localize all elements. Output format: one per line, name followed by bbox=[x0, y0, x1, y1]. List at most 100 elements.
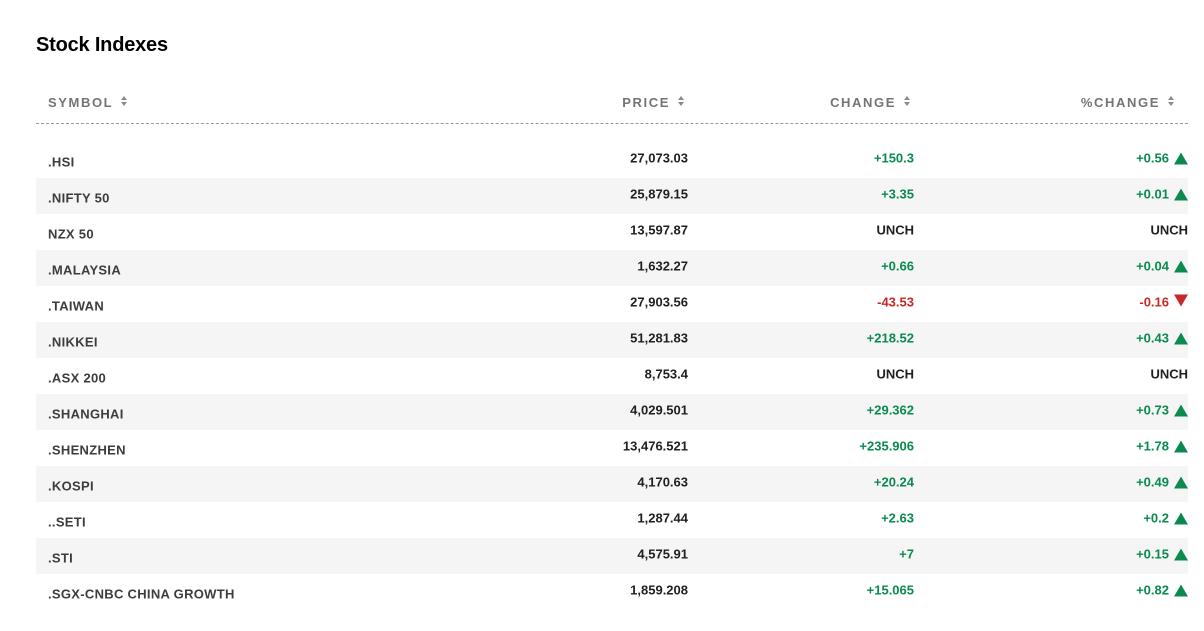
price-value: 4,170.63 bbox=[637, 474, 688, 490]
column-header-label: SYMBOL bbox=[48, 95, 114, 110]
pct-change-value: +0.15 bbox=[1136, 546, 1169, 562]
symbol-link[interactable]: .KOSPI bbox=[48, 478, 94, 494]
price-value: 27,073.03 bbox=[630, 150, 688, 166]
sort-icon bbox=[121, 95, 128, 108]
symbol-link[interactable]: .NIKKEI bbox=[48, 334, 98, 350]
price-value: 13,476.521 bbox=[622, 438, 688, 454]
pct-change-value: +0.04 bbox=[1136, 258, 1169, 274]
pct-change-value: +0.56 bbox=[1136, 150, 1169, 166]
symbol-link[interactable]: ..SETI bbox=[48, 514, 86, 530]
price-value: 1,859.208 bbox=[630, 582, 688, 598]
arrow-down-icon bbox=[1174, 294, 1188, 308]
arrow-up-icon bbox=[1174, 404, 1188, 417]
pct-change-cell: +0.82 bbox=[1136, 583, 1188, 598]
change-value: +235.906 bbox=[859, 438, 914, 454]
sort-icon bbox=[904, 95, 910, 108]
table-row: .ASX 200 8,753.4 UNCH UNCH bbox=[36, 358, 1188, 394]
pct-change-value: UNCH bbox=[1150, 366, 1188, 382]
change-value: +2.63 bbox=[881, 510, 914, 526]
arrow-up-icon bbox=[1174, 440, 1188, 453]
sort-icon bbox=[678, 95, 684, 108]
pct-change-cell: +0.73 bbox=[1136, 403, 1188, 418]
price-value: 51,281.83 bbox=[630, 330, 688, 346]
table-row: .KOSPI 4,170.63 +20.24 +0.49 bbox=[36, 466, 1188, 502]
change-value: +218.52 bbox=[866, 330, 914, 346]
table-header: SYMBOL PRICE CHANGE %CHANGE bbox=[36, 86, 1188, 124]
change-value: +3.35 bbox=[881, 186, 914, 202]
column-header-label: PRICE bbox=[622, 95, 670, 110]
pct-change-value: +0.01 bbox=[1136, 186, 1169, 202]
pct-change-value: +0.82 bbox=[1136, 582, 1169, 598]
arrow-up-icon bbox=[1174, 152, 1188, 165]
change-value: +0.66 bbox=[881, 258, 914, 274]
pct-change-cell: +0.04 bbox=[1136, 259, 1188, 274]
table-row: .MALAYSIA 1,632.27 +0.66 +0.04 bbox=[36, 250, 1188, 286]
arrow-up-icon bbox=[1174, 548, 1188, 561]
price-value: 8,753.4 bbox=[644, 366, 688, 382]
pct-change-value: +0.49 bbox=[1136, 474, 1169, 490]
table-row: ..SETI 1,287.44 +2.63 +0.2 bbox=[36, 502, 1188, 538]
pct-change-cell: +0.2 bbox=[1143, 511, 1188, 526]
table-row: .NIKKEI 51,281.83 +218.52 +0.43 bbox=[36, 322, 1188, 358]
price-value: 27,903.56 bbox=[630, 294, 688, 310]
pct-change-value: -0.16 bbox=[1139, 294, 1169, 310]
change-value: +15.065 bbox=[866, 582, 914, 598]
price-value: 4,029.501 bbox=[630, 402, 688, 418]
price-value: 1,632.27 bbox=[637, 258, 688, 274]
change-value: +29.362 bbox=[866, 402, 914, 418]
table-row: NZX 50 13,597.87 UNCH UNCH bbox=[36, 214, 1188, 250]
table-row: .STI 4,575.91 +7 +0.15 bbox=[36, 538, 1188, 574]
column-header-symbol[interactable]: SYMBOL bbox=[48, 95, 128, 110]
column-header-price[interactable]: PRICE bbox=[622, 95, 684, 110]
change-value: +150.3 bbox=[873, 150, 914, 166]
change-value: +20.24 bbox=[873, 474, 914, 490]
arrow-up-icon bbox=[1174, 260, 1188, 273]
symbol-link[interactable]: .SHANGHAI bbox=[48, 406, 124, 422]
pct-change-value: +0.73 bbox=[1136, 402, 1169, 418]
column-header-change[interactable]: CHANGE bbox=[830, 95, 910, 110]
stock-indexes-table: SYMBOL PRICE CHANGE %CHANGE .HSI 27,073.0… bbox=[36, 86, 1188, 610]
table-row: .HSI 27,073.03 +150.3 +0.56 bbox=[36, 142, 1188, 178]
symbol-link[interactable]: .STI bbox=[48, 550, 74, 566]
symbol-link[interactable]: NZX 50 bbox=[48, 226, 94, 242]
pct-change-cell: +0.43 bbox=[1136, 331, 1188, 346]
arrow-up-icon bbox=[1174, 584, 1188, 597]
arrow-up-icon bbox=[1174, 512, 1188, 525]
change-value: -43.53 bbox=[877, 294, 914, 310]
symbol-link[interactable]: .TAIWAN bbox=[48, 298, 105, 314]
price-value: 1,287.44 bbox=[637, 510, 688, 526]
table-row: .NIFTY 50 25,879.15 +3.35 +0.01 bbox=[36, 178, 1188, 214]
pct-change-cell: -0.16 bbox=[1139, 294, 1188, 310]
symbol-link[interactable]: .ASX 200 bbox=[48, 370, 107, 386]
price-value: 4,575.91 bbox=[637, 546, 688, 562]
column-header-label: %CHANGE bbox=[1080, 95, 1160, 110]
symbol-link[interactable]: .NIFTY 50 bbox=[48, 190, 110, 206]
price-value: 25,879.15 bbox=[630, 186, 688, 202]
pct-change-cell: UNCH bbox=[1150, 223, 1188, 238]
pct-change-value: +0.43 bbox=[1136, 330, 1169, 346]
column-header-label: CHANGE bbox=[830, 95, 896, 110]
pct-change-value: +0.2 bbox=[1143, 510, 1169, 526]
arrow-up-icon bbox=[1174, 332, 1188, 345]
pct-change-value: UNCH bbox=[1150, 222, 1188, 238]
pct-change-cell: +0.01 bbox=[1136, 187, 1188, 202]
symbol-link[interactable]: .MALAYSIA bbox=[48, 262, 122, 278]
symbol-link[interactable]: .SGX-CNBC CHINA GROWTH bbox=[48, 586, 235, 602]
table-row: .TAIWAN 27,903.56 -43.53 -0.16 bbox=[36, 286, 1188, 322]
pct-change-cell: +1.78 bbox=[1136, 439, 1188, 454]
table-row: .SHANGHAI 4,029.501 +29.362 +0.73 bbox=[36, 394, 1188, 430]
pct-change-cell: +0.49 bbox=[1136, 475, 1188, 490]
pct-change-cell: +0.15 bbox=[1136, 547, 1188, 562]
change-value: +7 bbox=[899, 546, 914, 562]
arrow-up-icon bbox=[1174, 188, 1188, 201]
price-value: 13,597.87 bbox=[630, 222, 688, 238]
change-value: UNCH bbox=[876, 222, 914, 238]
pct-change-value: +1.78 bbox=[1136, 438, 1169, 454]
table-row: .SHENZHEN 13,476.521 +235.906 +1.78 bbox=[36, 430, 1188, 466]
column-header-pct-change[interactable]: %CHANGE bbox=[1081, 95, 1174, 110]
sort-icon bbox=[1168, 95, 1174, 108]
symbol-link[interactable]: .SHENZHEN bbox=[48, 442, 126, 458]
symbol-link[interactable]: .HSI bbox=[48, 154, 75, 170]
arrow-up-icon bbox=[1174, 476, 1188, 489]
pct-change-cell: +0.56 bbox=[1136, 151, 1188, 166]
